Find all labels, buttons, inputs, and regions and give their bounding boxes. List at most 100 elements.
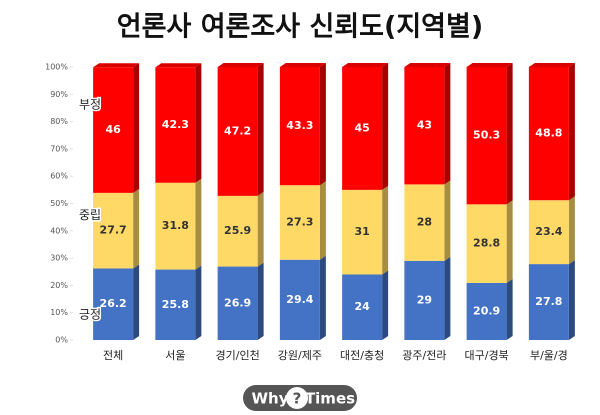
data-label: 45 — [354, 121, 369, 134]
bar-segment — [279, 259, 320, 340]
bar-top — [466, 63, 513, 67]
data-label: 26.2 — [100, 297, 127, 310]
bar-side — [506, 278, 513, 340]
data-label: 29.4 — [286, 293, 313, 306]
logo: Why ? Times — [243, 385, 357, 411]
data-label: 43 — [417, 119, 432, 132]
data-label: 28 — [417, 216, 432, 229]
y-tick-label: 50% — [50, 199, 68, 208]
y-tick-label: 90% — [50, 90, 68, 99]
bar-segment — [279, 185, 320, 260]
bar-side — [195, 63, 202, 183]
data-label: 20.9 — [473, 304, 500, 317]
y-tick-label: 20% — [50, 281, 68, 290]
data-label: 31 — [354, 225, 369, 238]
data-label: 27.8 — [535, 295, 562, 308]
bar-top — [155, 63, 202, 68]
bar-side — [444, 180, 451, 261]
bar-top — [279, 63, 326, 67]
data-label: 23.4 — [535, 225, 562, 238]
y-tick-label: 40% — [50, 226, 68, 235]
bar-side — [257, 191, 264, 267]
data-label: 31.8 — [162, 219, 189, 232]
data-label: 27.7 — [100, 224, 127, 237]
bar-side — [568, 196, 575, 265]
bar-segment — [279, 67, 320, 186]
data-label: 42.3 — [162, 118, 189, 131]
bar-segment — [155, 182, 196, 270]
bar-side — [568, 63, 575, 201]
bar-segment — [342, 189, 383, 275]
bar-segment — [342, 274, 383, 340]
bar-segment — [217, 195, 258, 267]
bar-side — [133, 264, 140, 340]
x-tick-label: 대구/경북 — [465, 349, 509, 362]
data-label: 48.8 — [535, 127, 562, 140]
chart-title: 언론사 여론조사 신뢰도(지역별) — [117, 12, 483, 43]
legend-label: 부정 — [79, 97, 101, 111]
x-tick-label: 전체 — [103, 349, 123, 362]
bar-side — [133, 188, 140, 269]
data-label: 50.3 — [473, 129, 500, 142]
x-tick-label: 대전/충청 — [340, 349, 384, 362]
bar-segment — [404, 67, 445, 185]
legend-label: 긍정 — [79, 307, 101, 321]
bar-top — [342, 63, 389, 67]
y-tick-label: 30% — [50, 254, 68, 263]
bar-segment — [466, 282, 507, 340]
bar-segment — [528, 264, 569, 340]
bar-segment — [93, 268, 134, 340]
data-label: 26.9 — [224, 296, 251, 309]
y-tick-label: 100% — [45, 63, 68, 72]
bar-side — [319, 255, 326, 340]
logo-text: Times — [305, 390, 355, 408]
bar-segment — [342, 67, 383, 190]
logo-circle — [286, 387, 308, 409]
bar-segment — [93, 192, 134, 269]
data-label: 46 — [105, 123, 121, 136]
bar-side — [195, 265, 202, 340]
y-tick-label: 10% — [50, 308, 68, 317]
bar-side — [382, 185, 389, 275]
bar-segment — [466, 67, 507, 205]
bar-segment — [528, 200, 569, 265]
y-tick-label: 80% — [50, 117, 68, 126]
data-label: 25.8 — [162, 298, 189, 311]
logo-mark: ? — [293, 390, 302, 408]
bar-segment — [404, 260, 445, 340]
bar-segment — [528, 67, 569, 201]
x-tick-label: 부/울/경 — [530, 349, 568, 362]
bar-side — [319, 181, 326, 260]
bar-side — [444, 256, 451, 340]
data-label: 27.3 — [286, 215, 313, 228]
x-tick-label: 서울 — [165, 349, 185, 362]
bar-segment — [217, 266, 258, 340]
bar-top — [528, 63, 575, 67]
data-label: 43.3 — [286, 119, 313, 132]
bar-side — [133, 63, 140, 193]
bar-top — [93, 63, 140, 68]
data-label: 25.9 — [224, 224, 251, 237]
data-label: 24 — [354, 300, 370, 313]
bar-segment — [93, 67, 134, 193]
bar-side — [382, 270, 389, 340]
legend-label: 중립 — [79, 208, 101, 222]
bar-top — [217, 63, 264, 67]
y-tick-label: 0% — [55, 336, 68, 345]
bar-side — [382, 63, 389, 190]
y-tick-label: 70% — [50, 144, 68, 153]
bar-side — [257, 63, 264, 196]
bar-side — [506, 200, 513, 283]
bar-segment — [155, 67, 196, 183]
x-tick-label: 경기/인천 — [216, 348, 260, 362]
x-tick-label: 강원/제주 — [278, 349, 322, 362]
bar-top — [404, 63, 451, 67]
bar-segment — [155, 269, 196, 340]
y-tick-label: 60% — [50, 172, 68, 181]
bar-segment — [404, 184, 445, 261]
bar-side — [506, 63, 513, 205]
data-label: 47.2 — [224, 124, 251, 137]
bar-segment — [217, 67, 258, 196]
bar-side — [444, 63, 451, 185]
